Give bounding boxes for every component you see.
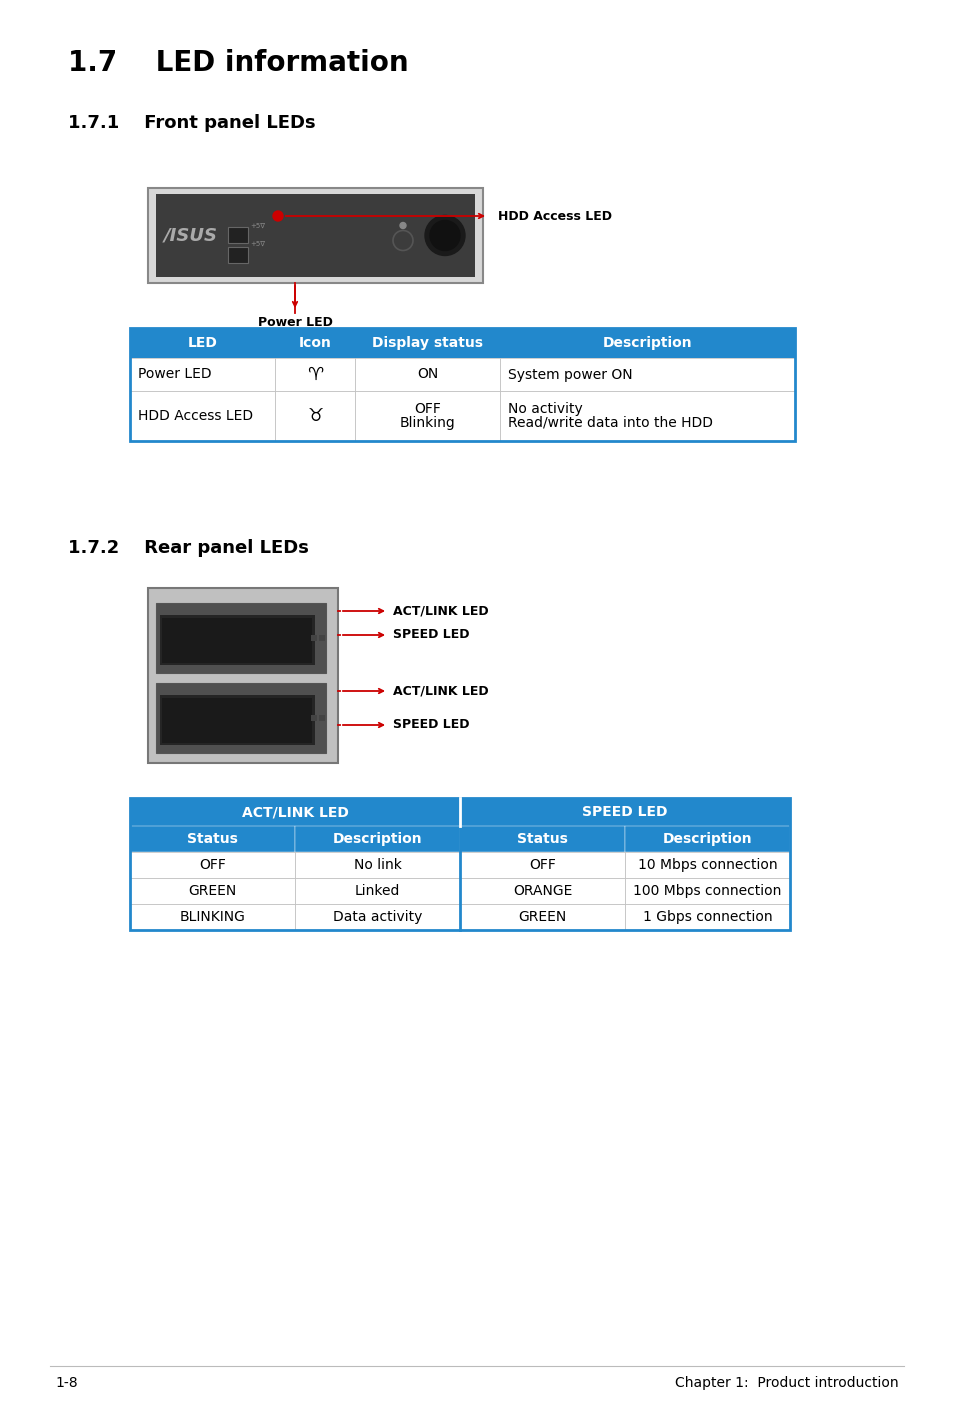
Text: Status: Status: [517, 832, 567, 847]
Bar: [624, 827, 789, 852]
Bar: [162, 698, 312, 743]
Bar: [459, 798, 789, 827]
Bar: [130, 798, 459, 827]
Bar: [162, 618, 312, 664]
Text: +5∇: +5∇: [250, 241, 265, 247]
Bar: [274, 391, 355, 441]
Text: LED: LED: [188, 336, 217, 350]
Bar: [130, 328, 794, 441]
Bar: [294, 905, 459, 930]
Text: Description: Description: [662, 832, 752, 847]
Bar: [130, 878, 294, 905]
Bar: [160, 695, 314, 744]
Bar: [459, 827, 624, 852]
Bar: [294, 827, 459, 852]
Text: Linked: Linked: [355, 883, 399, 898]
Text: BLINKING: BLINKING: [179, 910, 245, 925]
Text: SPEED LED: SPEED LED: [393, 719, 469, 732]
Text: SPEED LED: SPEED LED: [581, 805, 667, 820]
Bar: [130, 357, 274, 391]
Bar: [156, 194, 475, 277]
Bar: [228, 227, 248, 242]
Bar: [499, 328, 794, 357]
Text: ACT/LINK LED: ACT/LINK LED: [241, 805, 348, 820]
Text: +5∇: +5∇: [250, 223, 265, 228]
Bar: [318, 635, 325, 641]
Bar: [624, 905, 789, 930]
Bar: [294, 878, 459, 905]
Bar: [228, 247, 248, 262]
Text: OFF: OFF: [199, 858, 226, 872]
Text: ON: ON: [416, 367, 437, 381]
Text: GREEN: GREEN: [188, 883, 236, 898]
Text: Data activity: Data activity: [333, 910, 422, 925]
Text: SPEED LED: SPEED LED: [393, 628, 469, 641]
Bar: [274, 357, 355, 391]
Bar: [148, 189, 482, 284]
Text: /ISUS: /ISUS: [164, 227, 218, 244]
Bar: [624, 878, 789, 905]
Text: OFF: OFF: [414, 401, 440, 415]
Text: ♉: ♉: [307, 407, 323, 425]
Text: GREEN: GREEN: [517, 910, 566, 925]
Text: HDD Access LED: HDD Access LED: [138, 408, 253, 423]
Text: 10 Mbps connection: 10 Mbps connection: [637, 858, 777, 872]
Text: ACT/LINK LED: ACT/LINK LED: [393, 604, 488, 617]
Text: System power ON: System power ON: [507, 367, 632, 381]
Text: No activity: No activity: [507, 401, 582, 415]
Bar: [130, 827, 294, 852]
Text: 1-8: 1-8: [55, 1375, 77, 1390]
Text: Description: Description: [333, 832, 422, 847]
Text: ORANGE: ORANGE: [513, 883, 572, 898]
Bar: [459, 852, 624, 878]
Text: HDD Access LED: HDD Access LED: [497, 210, 612, 223]
Text: Description: Description: [602, 336, 692, 350]
Text: No link: No link: [354, 858, 401, 872]
Text: Read/write data into the HDD: Read/write data into the HDD: [507, 415, 712, 430]
Text: Blinking: Blinking: [399, 415, 455, 430]
Text: OFF: OFF: [529, 858, 556, 872]
Text: 100 Mbps connection: 100 Mbps connection: [633, 883, 781, 898]
Bar: [499, 357, 794, 391]
Bar: [160, 615, 314, 665]
Text: 1 Gbps connection: 1 Gbps connection: [642, 910, 772, 925]
Text: Power LED: Power LED: [138, 367, 212, 381]
Text: Display status: Display status: [372, 336, 482, 350]
Bar: [355, 391, 499, 441]
Text: ♈: ♈: [307, 366, 323, 383]
Bar: [274, 328, 355, 357]
Text: 1.7.1    Front panel LEDs: 1.7.1 Front panel LEDs: [68, 113, 315, 132]
Bar: [294, 852, 459, 878]
Bar: [130, 852, 294, 878]
Bar: [355, 357, 499, 391]
Text: Icon: Icon: [298, 336, 331, 350]
Bar: [624, 852, 789, 878]
Bar: [311, 635, 316, 641]
Circle shape: [424, 216, 464, 255]
Bar: [130, 328, 274, 357]
Bar: [130, 391, 274, 441]
Bar: [130, 905, 294, 930]
Bar: [156, 683, 326, 753]
Bar: [148, 588, 337, 763]
Circle shape: [430, 221, 459, 251]
Bar: [130, 798, 789, 930]
Bar: [355, 328, 499, 357]
Text: Power LED: Power LED: [257, 316, 332, 329]
Text: Chapter 1:  Product introduction: Chapter 1: Product introduction: [675, 1375, 898, 1390]
Text: ACT/LINK LED: ACT/LINK LED: [393, 685, 488, 698]
Bar: [318, 715, 325, 720]
Text: 1.7.2    Rear panel LEDs: 1.7.2 Rear panel LEDs: [68, 539, 309, 557]
Bar: [459, 905, 624, 930]
Bar: [311, 715, 316, 720]
Bar: [459, 878, 624, 905]
Circle shape: [399, 223, 406, 228]
Bar: [499, 391, 794, 441]
Circle shape: [273, 211, 283, 221]
Text: Status: Status: [187, 832, 237, 847]
Text: 1.7    LED information: 1.7 LED information: [68, 50, 408, 77]
Bar: [156, 603, 326, 674]
